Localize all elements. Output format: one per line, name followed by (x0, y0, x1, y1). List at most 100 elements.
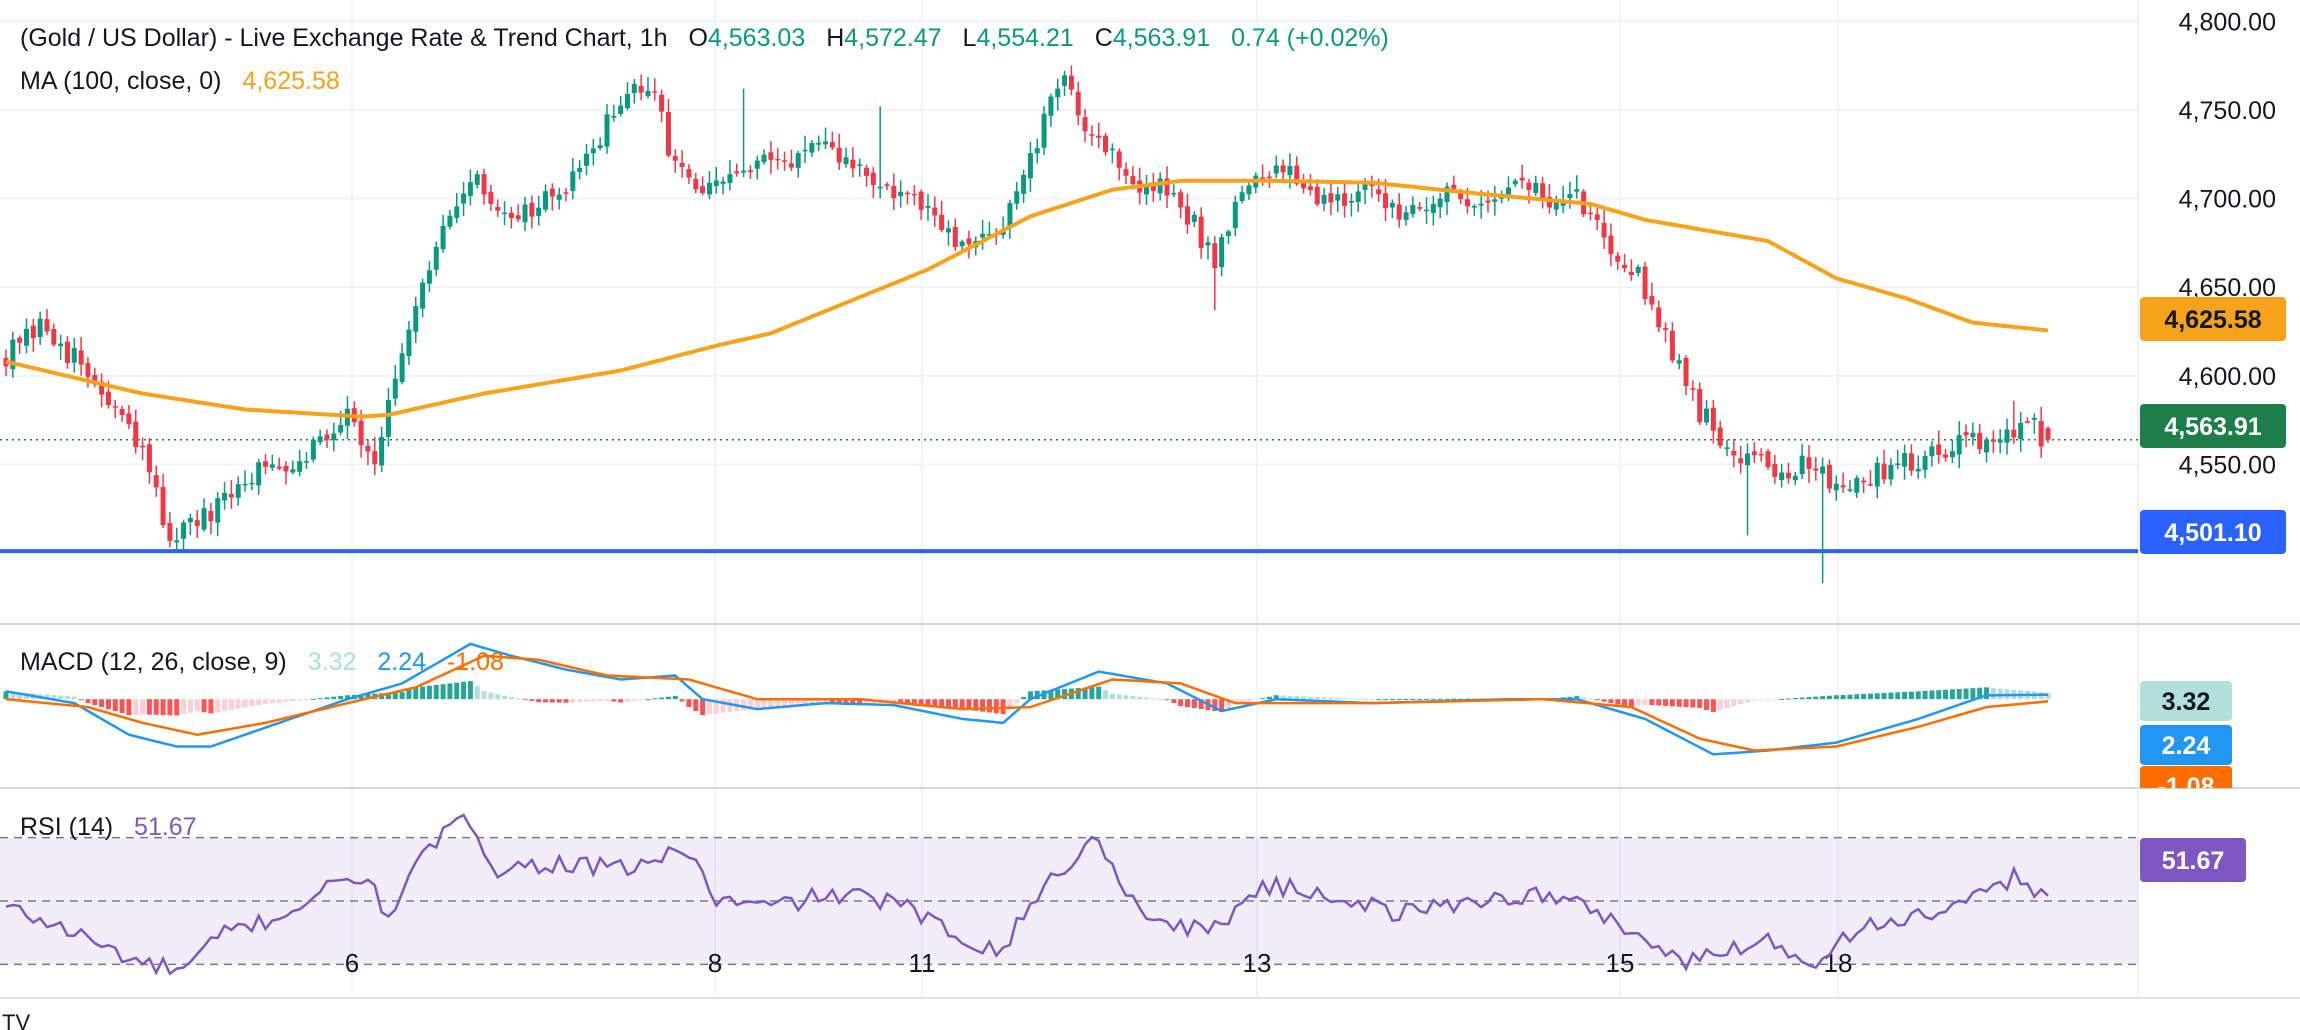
candle-body (918, 191, 924, 210)
candle-body (1178, 192, 1184, 208)
candle (1205, 236, 1211, 260)
candle-body (1096, 135, 1102, 138)
macd-hist-bar (1191, 699, 1197, 709)
candle-body (1464, 199, 1470, 207)
macd-hist-bar (652, 698, 658, 700)
candle-body (1362, 184, 1368, 191)
candle-body (1062, 75, 1068, 86)
candle-body (1936, 444, 1942, 455)
macd-hist-bar (1943, 689, 1949, 700)
macd-legend-macd: 2.24 (377, 648, 426, 676)
candle-body (1717, 427, 1723, 446)
candle-body (1383, 193, 1389, 209)
candle-body (317, 436, 323, 443)
candle-body (269, 464, 275, 468)
time-axis: 6 8 11 13 15 18 (345, 948, 1853, 978)
candle-body (679, 162, 685, 167)
candle-body (37, 318, 43, 338)
candle (385, 387, 391, 447)
candle-body (618, 105, 624, 114)
candle (2011, 400, 2017, 444)
candle-body (17, 337, 23, 343)
candle (1772, 455, 1778, 484)
macd-hist-bar (1048, 689, 1054, 700)
macd-hist-bar (549, 699, 555, 703)
time-tick-label: 8 (708, 948, 722, 978)
candle-body (1164, 178, 1170, 196)
macd-hist-bar (126, 699, 132, 715)
candle (980, 219, 986, 250)
macd-hist-bar (1246, 699, 1252, 702)
candle-body (1123, 169, 1129, 176)
candle-body (1478, 203, 1484, 206)
macd-hist-bar (447, 683, 453, 700)
candle (1970, 422, 1976, 446)
macd-hist-bar (1424, 698, 1430, 700)
macd-hist-bar (932, 699, 938, 707)
macd-hist-bar (1335, 697, 1341, 700)
macd-hist-bar (64, 696, 70, 700)
macd-hist-bar (1314, 696, 1320, 700)
candle (1123, 162, 1129, 185)
candle-body (1792, 475, 1798, 481)
macd-legend-label: MACD (12, 26, close, 9) (20, 648, 287, 676)
candle-body (1601, 223, 1607, 238)
candle (713, 166, 719, 194)
macd-hist-bar (495, 694, 501, 700)
macd-hist-bar (187, 699, 193, 713)
candle (1656, 300, 1662, 333)
candle-body (194, 520, 200, 527)
candle-body (92, 375, 98, 383)
candle-body (447, 215, 453, 227)
candle (461, 181, 467, 217)
candle (1669, 322, 1675, 364)
macd-hist-bar (611, 699, 617, 702)
candle (167, 512, 173, 548)
candle (160, 474, 166, 528)
candle (1731, 438, 1737, 468)
candle-body (1813, 468, 1819, 471)
high-label: H (826, 24, 844, 52)
macd-hist-bar (1635, 699, 1641, 706)
macd-hist-bar (242, 699, 248, 708)
candle-body (549, 188, 555, 197)
macd-hist-bar (1642, 699, 1648, 705)
candle (413, 296, 419, 343)
candle-body (208, 510, 214, 522)
macd-hist-bar (1307, 696, 1313, 700)
candle (1874, 456, 1880, 499)
candle-body (1301, 183, 1307, 189)
macd-hist-bar (761, 699, 767, 709)
macd-hist-bar (918, 699, 924, 705)
candle-body (1902, 453, 1908, 467)
candle (140, 437, 146, 461)
macd-hist-bar (338, 695, 344, 700)
candle-body (1314, 186, 1320, 205)
macd-hist-bar (597, 699, 603, 702)
candle (194, 509, 200, 538)
ma-legend-value: 4,625.58 (242, 67, 339, 95)
candle (693, 172, 699, 194)
candle (754, 155, 760, 180)
macd-hist-bar (891, 699, 897, 702)
macd-hist-bar (1915, 691, 1921, 700)
candle-body (1731, 450, 1737, 456)
candle-body (1205, 242, 1211, 246)
candle (1615, 251, 1621, 270)
candle-body (604, 114, 610, 147)
candle-body (1041, 113, 1047, 148)
macd-hist-bar (1813, 696, 1819, 700)
macd-hist-bar (153, 699, 159, 715)
candle-body (1273, 165, 1279, 174)
macd-hist-bar (1198, 699, 1204, 710)
candle-body (2038, 421, 2044, 447)
candle (891, 173, 897, 210)
candle-body (454, 206, 460, 218)
candle (187, 513, 193, 536)
candle-body (843, 157, 849, 165)
macd-hist-bar (454, 682, 460, 700)
candle-body (167, 523, 173, 541)
candle (1642, 261, 1648, 305)
candle (1820, 457, 1826, 584)
macd-hist-bar (1970, 688, 1976, 700)
